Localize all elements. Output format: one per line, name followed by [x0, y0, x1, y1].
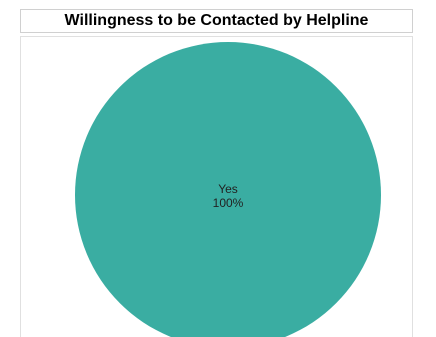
pie-slice-label: Yes	[218, 182, 238, 196]
chart-title: Willingness to be Contacted by Helpline	[20, 9, 413, 33]
pie-slice-percent: 100%	[213, 196, 244, 210]
pie-slice-yes	[75, 42, 381, 337]
chart-area: Yes 100%	[20, 36, 413, 337]
